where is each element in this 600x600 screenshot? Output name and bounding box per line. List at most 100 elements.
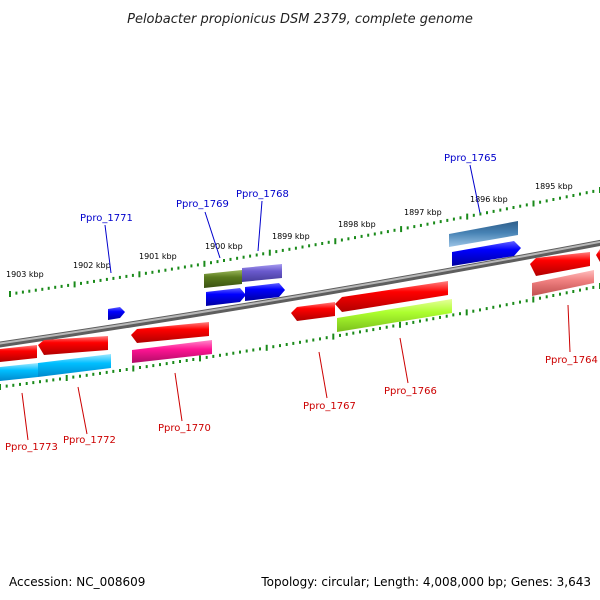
scale-minor-tick xyxy=(119,369,121,372)
label-ppro-1766[interactable]: Ppro_1766 xyxy=(384,386,437,397)
scale-minor-tick xyxy=(479,308,481,312)
scale-minor-tick xyxy=(105,370,108,374)
gene-ppro-1772[interactable] xyxy=(38,336,108,355)
leader-ppro-1769 xyxy=(204,211,221,259)
leader-ppro-1768 xyxy=(257,200,263,252)
scale-minor-tick xyxy=(131,273,134,277)
scale-minor-tick xyxy=(19,382,21,386)
scale-minor-tick xyxy=(93,279,95,283)
gene-ppro-1773-hit[interactable] xyxy=(0,363,38,381)
scale-minor-tick xyxy=(112,369,115,373)
scale-minor-tick xyxy=(92,372,95,376)
scale-minor-tick xyxy=(151,270,154,274)
label-ppro-1772[interactable]: Ppro_1772 xyxy=(63,435,116,446)
scale-minor-tick xyxy=(144,271,147,275)
label-ppro-1770[interactable]: Ppro_1770 xyxy=(158,423,211,434)
gene-ppro-1768[interactable] xyxy=(245,283,285,301)
leader-ppro-1765 xyxy=(469,164,481,214)
gene-partial-edge[interactable] xyxy=(596,249,600,262)
gene-ppro-1770-hit[interactable] xyxy=(132,340,212,363)
scale-major-tick xyxy=(334,238,337,245)
scale-minor-tick xyxy=(205,355,208,359)
scale-minor-tick xyxy=(60,284,63,288)
scale-minor-tick xyxy=(499,208,502,212)
scale-minor-tick xyxy=(281,248,284,252)
gene-ppro-1767[interactable] xyxy=(291,302,335,321)
label-leaders xyxy=(21,164,571,441)
scale-minor-tick xyxy=(99,371,101,375)
gene-ppro-1769-hit[interactable] xyxy=(204,270,242,288)
scale-minor-tick xyxy=(565,195,568,199)
label-ppro-1767[interactable]: Ppro_1767 xyxy=(303,401,356,412)
scale-track-outer xyxy=(9,187,600,297)
scale-minor-tick xyxy=(359,330,361,334)
scale-label: 1895 kbp xyxy=(535,182,573,191)
bottom-strand-genes xyxy=(0,249,600,381)
leader-ppro-1764 xyxy=(567,304,571,353)
leader-ppro-1772 xyxy=(77,386,88,435)
gene-ppro-1772-hit[interactable] xyxy=(38,354,111,377)
scale-minor-tick xyxy=(39,380,41,384)
gene-ppro-1766-hit[interactable] xyxy=(337,299,452,332)
scale-minor-tick xyxy=(419,223,422,227)
scale-minor-tick xyxy=(425,318,428,322)
scale-minor-tick xyxy=(112,276,115,280)
scale-minor-tick xyxy=(299,340,301,344)
scale-label: 1902 kbp xyxy=(73,261,111,270)
scale-minor-tick xyxy=(12,383,15,387)
label-ppro-1773[interactable]: Ppro_1773 xyxy=(5,442,58,453)
label-ppro-1769[interactable]: Ppro_1769 xyxy=(176,199,229,210)
gene-ppro-1771[interactable] xyxy=(108,307,125,320)
scale-minor-tick xyxy=(125,274,128,278)
scale-minor-tick xyxy=(519,204,522,208)
label-ppro-1768[interactable]: Ppro_1768 xyxy=(236,189,289,200)
scale-minor-tick xyxy=(177,266,180,270)
scale-minor-tick xyxy=(392,324,395,328)
scale-minor-tick xyxy=(229,257,232,261)
scale-minor-tick xyxy=(239,350,241,354)
scale-minor-tick xyxy=(472,213,475,217)
scale-minor-tick xyxy=(319,337,321,341)
scale-minor-tick xyxy=(432,317,435,321)
scale-minor-tick xyxy=(139,366,141,369)
gene-ppro-1766[interactable] xyxy=(335,281,448,312)
gene-ppro-1764[interactable] xyxy=(530,252,590,276)
scale-minor-tick xyxy=(559,292,561,296)
topology-text: Topology: circular; Length: 4,008,000 bp… xyxy=(260,575,591,589)
scale-minor-tick xyxy=(545,199,548,203)
scale-minor-tick xyxy=(485,307,488,311)
label-ppro-1765[interactable]: Ppro_1765 xyxy=(444,153,497,164)
scale-minor-tick xyxy=(294,246,297,250)
gene-ppro-1765[interactable] xyxy=(452,241,521,266)
gene-ppro-1769[interactable] xyxy=(206,288,246,306)
gene-ppro-1765-hit[interactable] xyxy=(449,221,518,247)
scale-minor-tick xyxy=(145,365,148,369)
scale-major-tick xyxy=(0,384,1,390)
scale-minor-tick xyxy=(236,256,239,260)
scale-minor-tick xyxy=(183,265,186,269)
gene-ppro-1773[interactable] xyxy=(0,345,37,362)
scale-minor-tick xyxy=(459,312,461,316)
scale-label: 1897 kbp xyxy=(404,208,442,217)
gene-ppro-1770[interactable] xyxy=(131,322,209,343)
scale-label: 1903 kbp xyxy=(6,270,44,279)
label-ppro-1771[interactable]: Ppro_1771 xyxy=(80,213,133,224)
scale-minor-tick xyxy=(196,263,199,267)
scale-minor-tick xyxy=(345,332,348,336)
scale-labels: 1903 kbp 1902 kbp 1901 kbp 1900 kbp 1899… xyxy=(6,182,573,279)
label-ppro-1764[interactable]: Ppro_1764 xyxy=(545,355,598,366)
scale-minor-tick xyxy=(225,352,228,356)
scale-minor-tick xyxy=(572,290,575,293)
scale-minor-tick xyxy=(79,374,81,378)
scale-minor-tick xyxy=(301,245,304,249)
scale-major-tick xyxy=(532,200,535,207)
scale-major-tick xyxy=(400,226,403,233)
scale-minor-tick xyxy=(275,250,278,254)
scale-minor-tick xyxy=(393,228,396,232)
scale-minor-tick xyxy=(216,260,219,264)
scale-minor-tick xyxy=(219,353,221,357)
scale-minor-tick xyxy=(32,381,35,385)
gene-ppro-1768-hit[interactable] xyxy=(242,264,282,282)
scale-label: 1898 kbp xyxy=(338,220,376,229)
gene-ppro-1764-hit[interactable] xyxy=(532,270,594,296)
